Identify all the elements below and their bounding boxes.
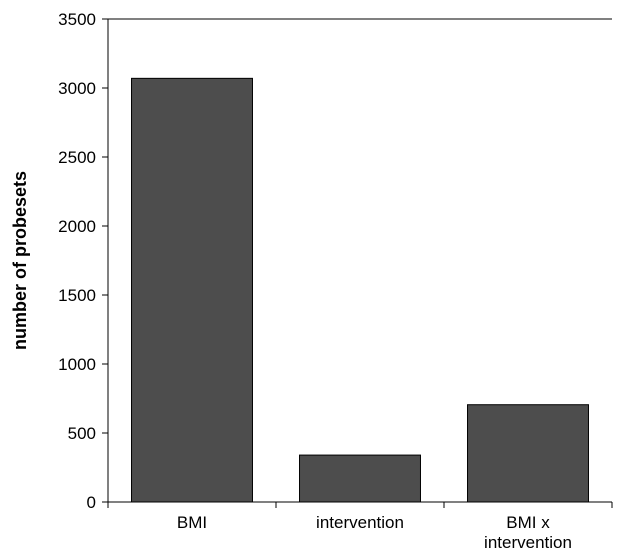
y-axis-ticks: 0 500 1000 1500 2000 2500 3000 3500	[58, 10, 108, 512]
y-tick-label: 2500	[58, 148, 96, 167]
y-tick-label: 500	[68, 424, 96, 443]
x-tick-label-line: intervention	[484, 533, 572, 552]
x-tick-label: intervention	[316, 513, 404, 532]
y-tick-label: 2000	[58, 217, 96, 236]
x-tick-label-line: intervention	[316, 513, 404, 532]
x-axis-ticks: BMI intervention BMI x intervention	[107, 502, 613, 552]
y-tick-label: 1000	[58, 355, 96, 374]
x-tick-label-line: BMI x	[506, 513, 550, 532]
x-tick-label: BMI x intervention	[484, 513, 572, 552]
bar	[299, 454, 421, 503]
x-tick-label-line: BMI	[177, 513, 207, 532]
y-tick-label: 3000	[58, 79, 96, 98]
y-tick-label: 0	[87, 493, 96, 512]
y-axis-title: number of probesets	[10, 171, 30, 350]
bar	[467, 404, 589, 503]
y-tick-label: 1500	[58, 286, 96, 305]
x-tick-label: BMI	[177, 513, 207, 532]
y-tick-label: 3500	[58, 10, 96, 29]
bars	[131, 77, 589, 503]
bar	[131, 77, 253, 503]
